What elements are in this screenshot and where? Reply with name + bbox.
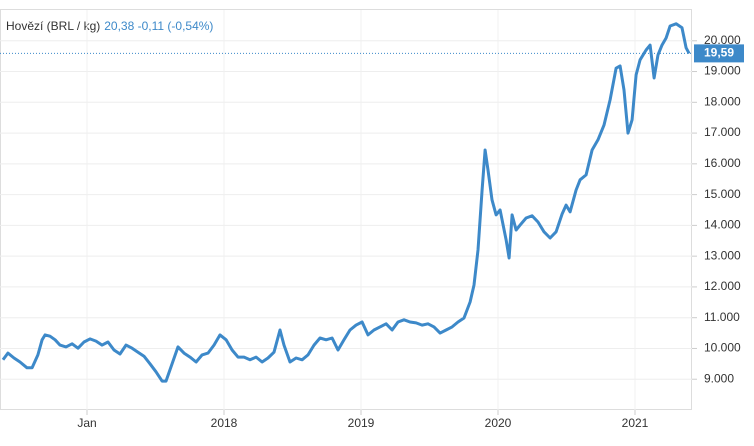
last-price-box [694, 44, 744, 63]
price-line [1, 22, 691, 383]
chart-title: Hovězí (BRL / kg) [6, 19, 100, 33]
y-tick-label: 20.000 [704, 33, 741, 47]
x-tick-label: 2021 [622, 416, 649, 430]
quote: 20,38 -0,11 (-0,54%) [104, 19, 213, 33]
last-price-label: 19,59 [704, 46, 734, 60]
y-tick-label: 16.000 [704, 156, 741, 170]
y-tick-label: 17.000 [704, 125, 741, 139]
y-tick-label: 15.000 [704, 187, 741, 201]
y-tick-label: 18.000 [704, 94, 741, 108]
y-tick-label: 19.000 [704, 64, 741, 78]
x-tick-label: 2018 [211, 416, 238, 430]
y-tick-label: 13.000 [704, 248, 741, 262]
y-tick-label: 11.000 [704, 310, 740, 324]
y-tick-label: 9.000 [704, 371, 734, 385]
x-tick-label: 2019 [348, 416, 375, 430]
y-tick-label: 14.000 [704, 218, 741, 232]
x-tick-label: Jan [77, 416, 96, 430]
y-tick-label: 12.000 [704, 279, 741, 293]
x-tick-label: 2020 [485, 416, 512, 430]
plot-border [0, 9, 692, 410]
y-tick-label: 10.000 [704, 341, 741, 355]
